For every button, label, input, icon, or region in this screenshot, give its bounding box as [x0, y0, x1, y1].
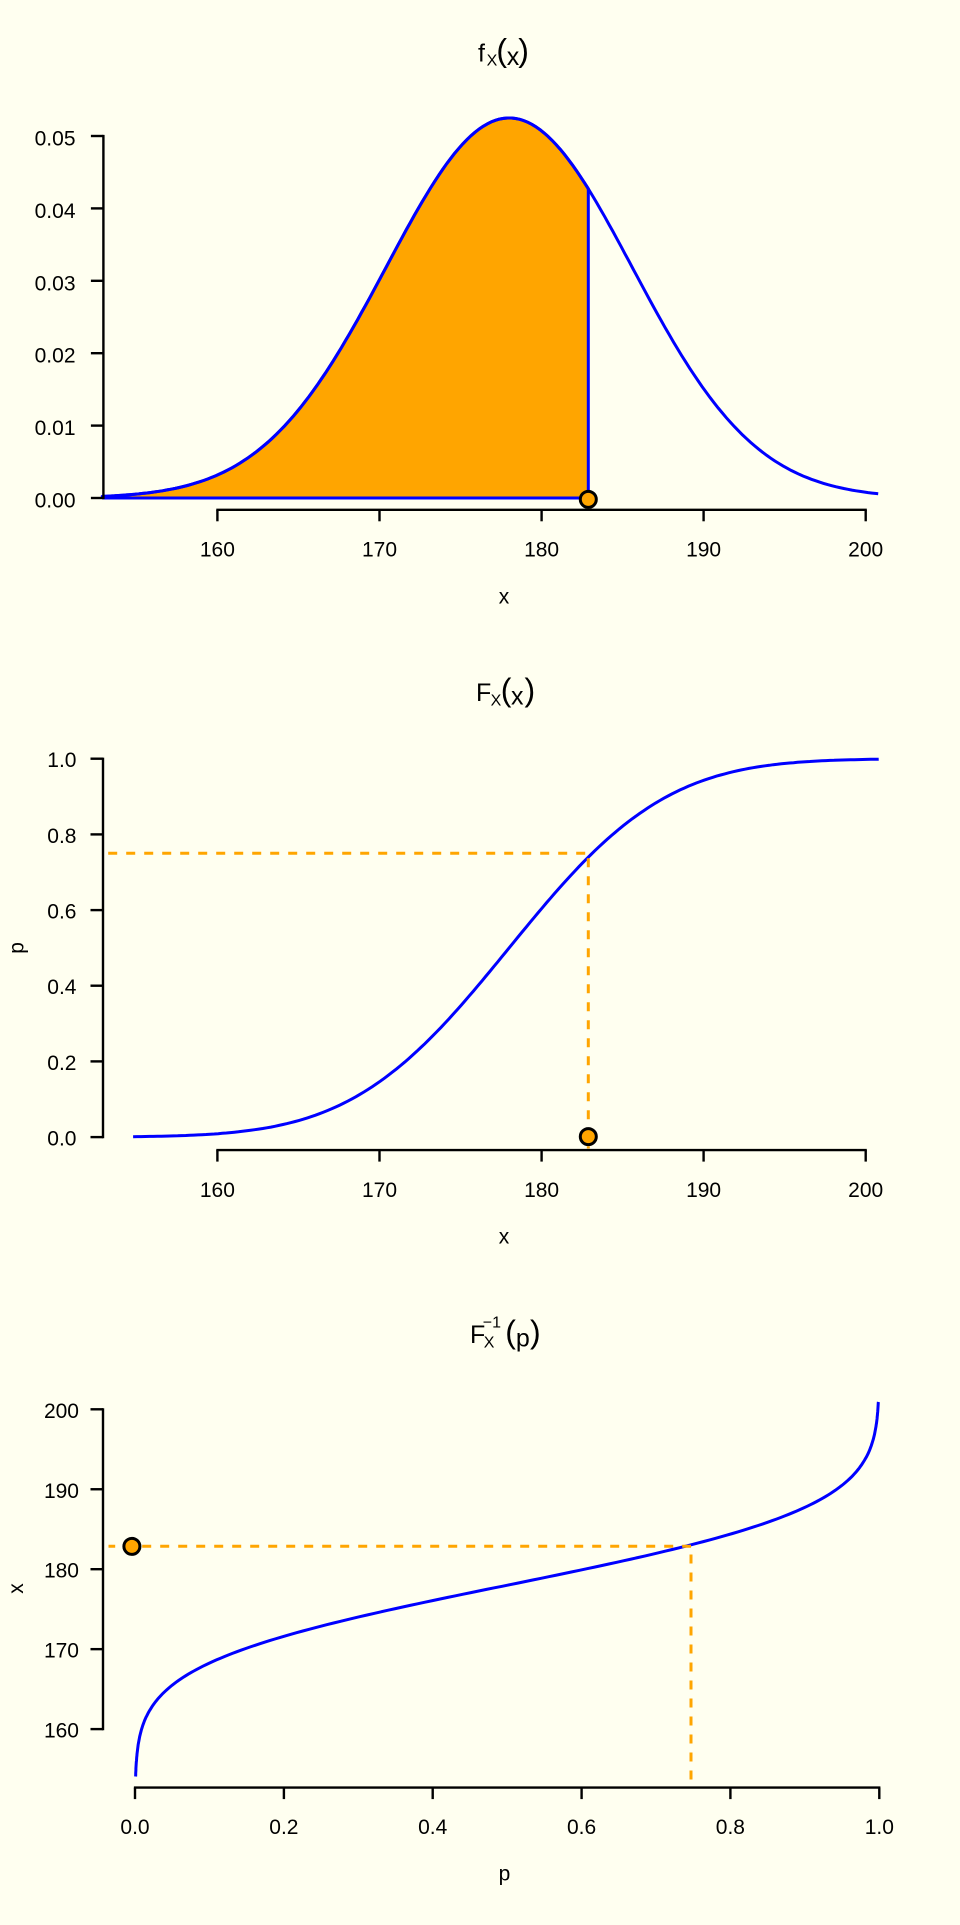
- svg-text:(: (: [496, 32, 507, 68]
- svg-text:−1: −1: [483, 1314, 501, 1331]
- svg-text:0.2: 0.2: [269, 1816, 298, 1839]
- svg-text:0.4: 0.4: [418, 1816, 448, 1839]
- svg-text:200: 200: [44, 1400, 79, 1423]
- svg-text:0.0: 0.0: [47, 1128, 76, 1151]
- svg-text:(: (: [501, 672, 512, 708]
- svg-text:1.0: 1.0: [865, 1816, 894, 1839]
- svg-text:0.4: 0.4: [47, 976, 77, 999]
- svg-text:p: p: [516, 1325, 530, 1353]
- svg-text:200: 200: [848, 539, 883, 562]
- svg-text:F: F: [476, 679, 491, 707]
- svg-text:X: X: [491, 692, 502, 709]
- svg-text:0.01: 0.01: [35, 417, 76, 440]
- svg-text:0.00: 0.00: [35, 490, 76, 513]
- svg-text:0.2: 0.2: [47, 1052, 76, 1075]
- svg-text:x: x: [499, 1226, 510, 1249]
- svg-text:0.02: 0.02: [35, 345, 76, 368]
- svg-text:180: 180: [44, 1560, 79, 1583]
- svg-text:190: 190: [686, 1179, 721, 1202]
- svg-text:X: X: [487, 53, 498, 70]
- svg-text:x: x: [5, 1583, 28, 1594]
- svg-text:f: f: [478, 39, 485, 67]
- svg-text:p: p: [499, 1863, 511, 1886]
- svg-text:1.0: 1.0: [47, 749, 76, 772]
- svg-text:x: x: [511, 682, 524, 710]
- svg-text:X: X: [484, 1334, 495, 1351]
- svg-text:): ): [518, 32, 529, 68]
- svg-text:160: 160: [200, 539, 235, 562]
- svg-text:F: F: [470, 1321, 485, 1349]
- svg-text:190: 190: [44, 1480, 79, 1503]
- svg-text:x: x: [507, 43, 520, 71]
- svg-text:190: 190: [686, 539, 721, 562]
- svg-text:180: 180: [524, 1179, 559, 1202]
- svg-text:): ): [530, 1314, 541, 1350]
- svg-text:(: (: [505, 1314, 516, 1350]
- svg-text:p: p: [5, 942, 28, 954]
- svg-text:160: 160: [200, 1179, 235, 1202]
- svg-text:0.6: 0.6: [567, 1816, 596, 1839]
- svg-text:0.04: 0.04: [35, 200, 76, 223]
- svg-text:0.0: 0.0: [120, 1816, 149, 1839]
- svg-text:180: 180: [524, 539, 559, 562]
- svg-text:x: x: [499, 586, 510, 609]
- svg-text:0.05: 0.05: [35, 128, 76, 151]
- svg-text:0.6: 0.6: [47, 901, 76, 924]
- svg-text:170: 170: [362, 539, 397, 562]
- svg-text:0.8: 0.8: [716, 1816, 745, 1839]
- svg-text:170: 170: [44, 1640, 79, 1663]
- svg-text:170: 170: [362, 1179, 397, 1202]
- svg-text:160: 160: [44, 1720, 79, 1743]
- svg-text:): ): [525, 672, 536, 708]
- svg-text:0.8: 0.8: [47, 825, 76, 848]
- svg-text:200: 200: [848, 1179, 883, 1202]
- svg-text:0.03: 0.03: [35, 272, 76, 295]
